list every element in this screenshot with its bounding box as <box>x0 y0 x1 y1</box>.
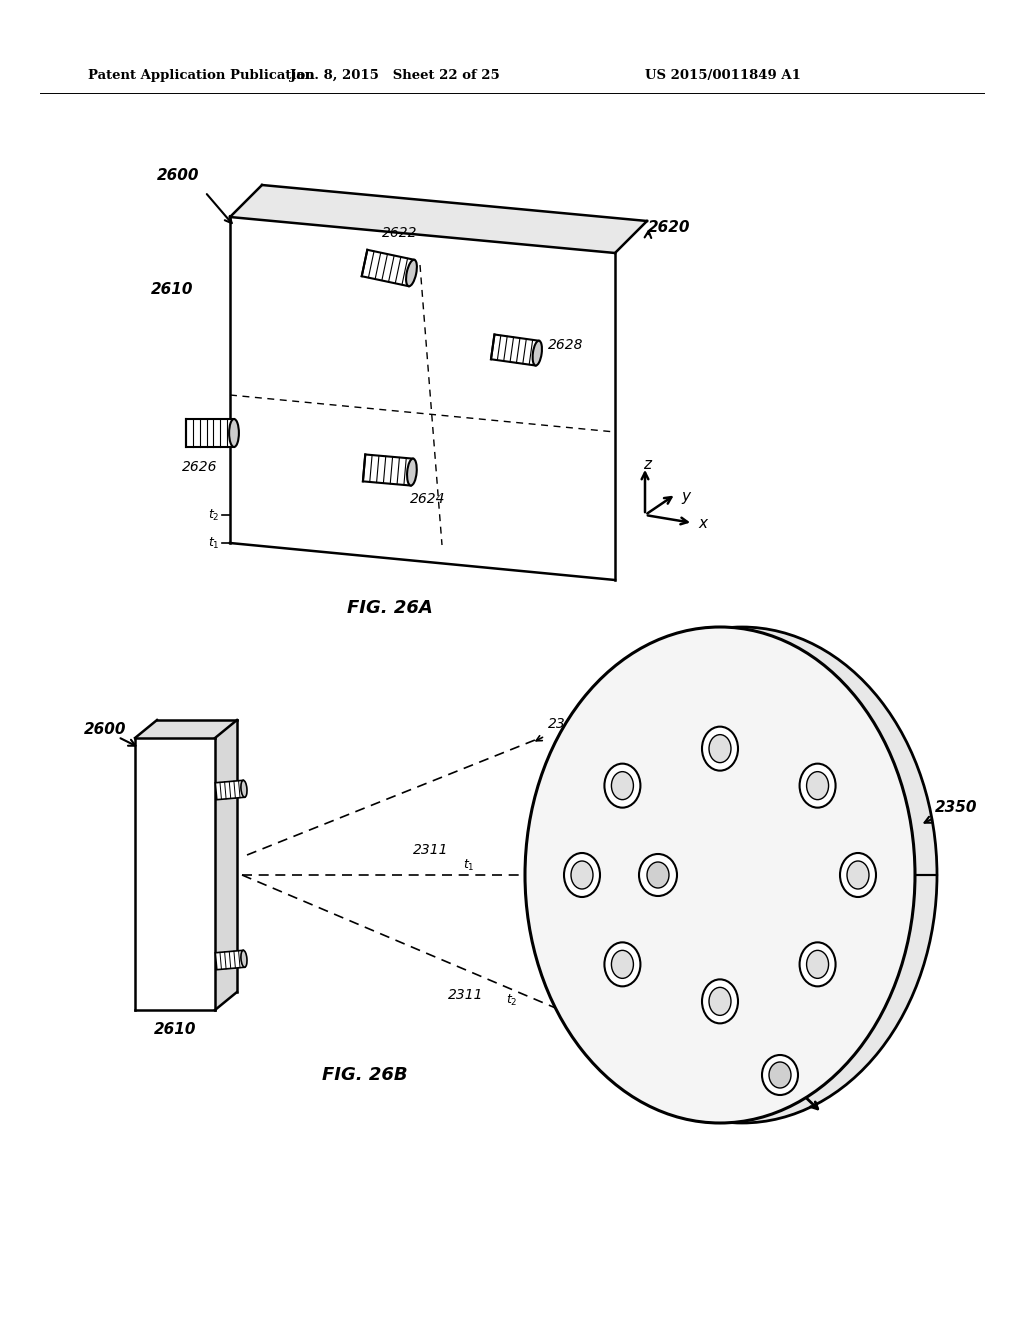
Ellipse shape <box>611 950 634 978</box>
Ellipse shape <box>229 418 239 447</box>
Text: $t_1$: $t_1$ <box>463 858 475 873</box>
Ellipse shape <box>407 260 417 286</box>
Text: 2312: 2312 <box>548 717 584 731</box>
Ellipse shape <box>800 942 836 986</box>
Ellipse shape <box>532 341 542 366</box>
Polygon shape <box>215 950 245 970</box>
Ellipse shape <box>840 853 876 898</box>
Text: 2350: 2350 <box>935 800 978 816</box>
Polygon shape <box>361 249 415 286</box>
Polygon shape <box>230 216 615 579</box>
Polygon shape <box>230 185 647 253</box>
Ellipse shape <box>604 942 640 986</box>
Text: 2352: 2352 <box>798 1056 834 1071</box>
Ellipse shape <box>807 772 828 800</box>
Ellipse shape <box>709 987 731 1015</box>
Polygon shape <box>186 418 234 447</box>
Ellipse shape <box>647 862 669 888</box>
Ellipse shape <box>564 853 600 898</box>
Ellipse shape <box>604 764 640 808</box>
Text: z: z <box>643 457 651 473</box>
Text: US 2015/0011849 A1: US 2015/0011849 A1 <box>645 69 801 82</box>
Ellipse shape <box>408 458 417 486</box>
Polygon shape <box>215 780 245 800</box>
Text: 2620: 2620 <box>648 220 690 235</box>
Text: $t_2$: $t_2$ <box>209 507 220 523</box>
Ellipse shape <box>807 950 828 978</box>
Ellipse shape <box>800 764 836 808</box>
Ellipse shape <box>769 1063 791 1088</box>
Text: $t_1$: $t_1$ <box>208 536 220 550</box>
Text: 2622: 2622 <box>382 226 418 240</box>
Ellipse shape <box>709 735 731 763</box>
Text: x: x <box>698 516 707 531</box>
Ellipse shape <box>702 979 738 1023</box>
Text: 2626: 2626 <box>182 459 218 474</box>
Ellipse shape <box>525 627 915 1123</box>
Polygon shape <box>135 738 215 1010</box>
Polygon shape <box>490 334 539 366</box>
Ellipse shape <box>571 861 593 888</box>
Ellipse shape <box>762 1055 798 1096</box>
Text: 2311: 2311 <box>414 843 449 857</box>
Text: 2600: 2600 <box>84 722 126 738</box>
Text: FIG. 26A: FIG. 26A <box>347 599 433 616</box>
Ellipse shape <box>639 854 677 896</box>
Polygon shape <box>215 719 237 1010</box>
Text: Patent Application Publication: Patent Application Publication <box>88 69 314 82</box>
Text: $t_2$: $t_2$ <box>506 993 517 1007</box>
Ellipse shape <box>611 772 634 800</box>
Text: 2610: 2610 <box>154 1023 197 1038</box>
Ellipse shape <box>702 726 738 771</box>
Text: FIG. 26B: FIG. 26B <box>323 1067 408 1084</box>
Text: 2600: 2600 <box>157 168 200 182</box>
Text: 2624: 2624 <box>410 492 445 506</box>
Ellipse shape <box>547 627 937 1123</box>
Text: 2628: 2628 <box>548 338 584 352</box>
Text: 2351: 2351 <box>626 833 660 847</box>
Ellipse shape <box>241 780 247 797</box>
Polygon shape <box>135 719 237 738</box>
Text: y: y <box>681 488 690 504</box>
Polygon shape <box>362 454 413 486</box>
Ellipse shape <box>241 950 247 968</box>
Text: Jan. 8, 2015   Sheet 22 of 25: Jan. 8, 2015 Sheet 22 of 25 <box>290 69 500 82</box>
Ellipse shape <box>847 861 869 888</box>
Text: 2610: 2610 <box>151 282 193 297</box>
Text: 2311: 2311 <box>449 987 483 1002</box>
